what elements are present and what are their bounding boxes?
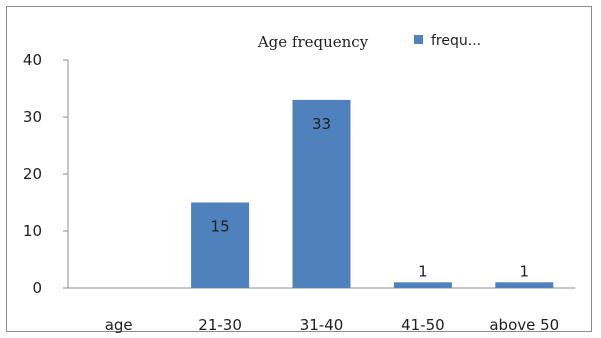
chart-title: Age frequency [257, 33, 369, 51]
bar-31-40 [292, 99, 351, 289]
x-tick-label: 41-50 [401, 316, 445, 334]
y-tick-label: 10 [23, 222, 42, 240]
data-label-above-50: 1 [520, 262, 530, 280]
bar-21-30 [191, 202, 250, 288]
data-labels: 15 33 1 1 [211, 115, 530, 280]
y-tick-label: 0 [32, 279, 42, 297]
x-tick-label: 21-30 [198, 316, 242, 334]
data-label-21-30: 15 [211, 218, 230, 236]
y-tick-label: 40 [23, 51, 42, 69]
bars [191, 99, 554, 289]
x-labels: age 21-30 31-40 41-50 above 50 [105, 316, 560, 334]
bar-41-50 [393, 282, 452, 288]
y-tick-label: 20 [23, 165, 42, 183]
x-tick-label: above 50 [489, 316, 559, 334]
legend-swatch [414, 35, 423, 44]
y-tick-label: 30 [23, 108, 42, 126]
x-tick-label: 31-40 [300, 316, 344, 334]
bar-above-50 [495, 282, 554, 288]
y-ticks: 0 10 20 30 40 [23, 51, 68, 297]
x-tick-label: age [105, 316, 133, 334]
data-label-31-40: 33 [312, 115, 331, 133]
legend-label: frequ... [431, 33, 481, 49]
data-label-41-50: 1 [418, 262, 428, 280]
